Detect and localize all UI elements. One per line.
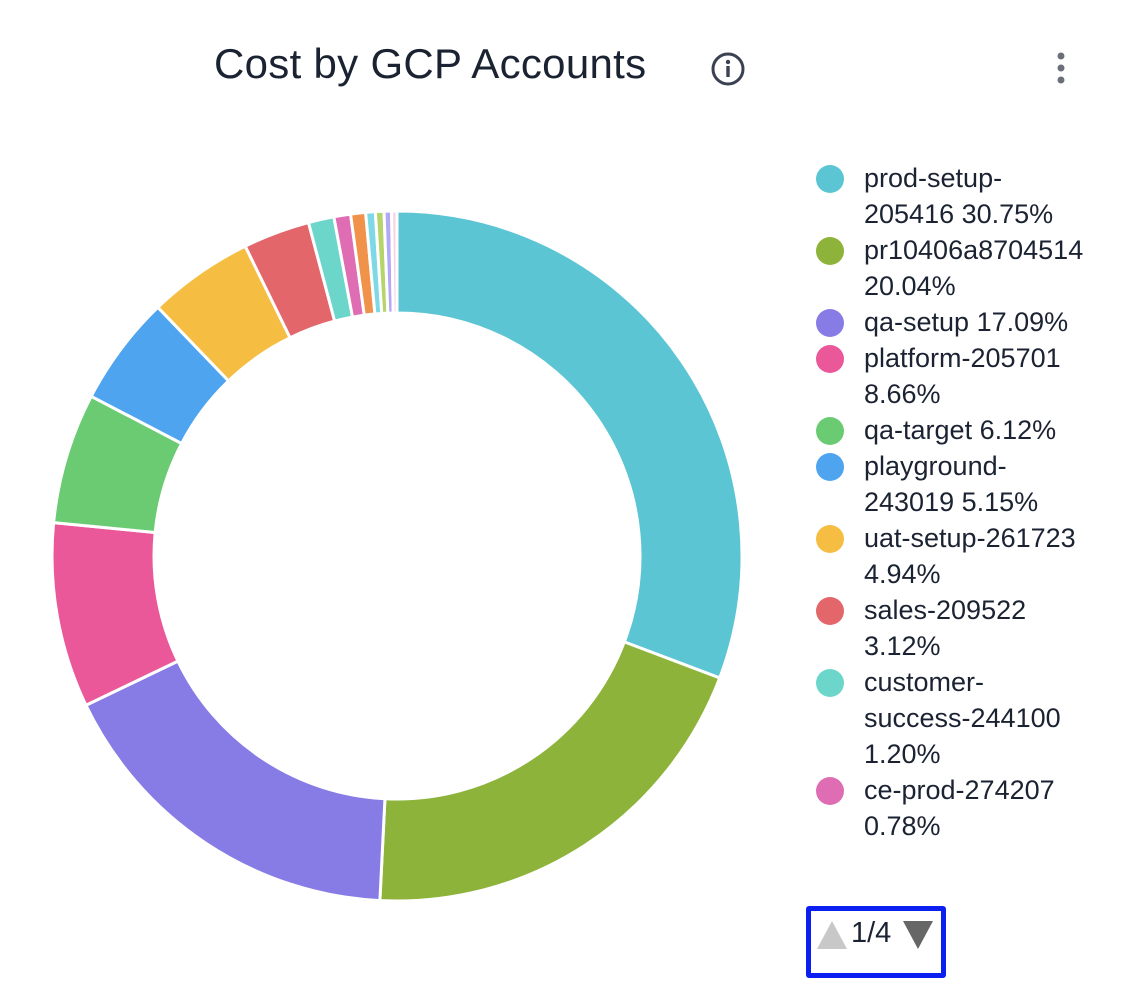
legend-item[interactable]: qa-target 6.12% xyxy=(812,412,1090,448)
legend-item[interactable]: platform-​205701 8.66% xyxy=(812,340,1090,412)
legend-item[interactable]: ce-prod-​274207 0.78% xyxy=(812,772,1090,844)
legend-color-dot xyxy=(816,453,844,481)
legend-label: platform-​205701 8.66% xyxy=(864,343,1061,409)
legend-item[interactable]: playground-​243019 5.15% xyxy=(812,448,1090,520)
legend-label: customer-success-​244100 1.20% xyxy=(864,667,1061,769)
legend-color-dot xyxy=(816,777,844,805)
triangle-down-icon[interactable] xyxy=(903,921,933,949)
legend-item[interactable]: prod-setup-​205416 30.75% xyxy=(812,160,1090,232)
legend-color-dot xyxy=(816,417,844,445)
donut-slice[interactable] xyxy=(390,209,399,315)
legend: prod-setup-​205416 30.75% pr10406a8704514… xyxy=(812,160,1090,898)
legend-item[interactable]: qa-setup 17.09% xyxy=(812,304,1090,340)
legend-label: qa-setup 17.09% xyxy=(864,307,1069,337)
legend-label: prod-setup-​205416 30.75% xyxy=(864,163,1054,229)
donut-chart xyxy=(50,209,744,903)
legend-color-dot xyxy=(816,525,844,553)
legend-color-dot xyxy=(816,345,844,373)
legend-color-dot xyxy=(816,669,844,697)
legend-label: playground-​243019 5.15% xyxy=(864,451,1039,517)
legend-item[interactable]: customer-success-​244100 1.20% xyxy=(812,664,1090,772)
legend-label: sales-​209522 3.12% xyxy=(864,595,1027,661)
legend-pager: 1/4 xyxy=(806,906,946,978)
legend-color-dot xyxy=(816,597,844,625)
info-icon[interactable] xyxy=(711,52,745,86)
chart-title: Cost by GCP Accounts xyxy=(214,40,647,87)
legend-label: qa-target 6.12% xyxy=(864,415,1057,445)
legend-label: pr10406a8704514 20.04% xyxy=(864,235,1084,301)
page-indicator: 1/4 xyxy=(851,917,892,949)
legend-item[interactable]: uat-setup-​261723 4.94% xyxy=(812,520,1090,592)
legend-item[interactable]: pr10406a8704514 20.04% xyxy=(812,232,1090,304)
legend-label: uat-setup-​261723 4.94% xyxy=(864,523,1076,589)
donut-slice-pr10406a8704514[interactable] xyxy=(378,639,722,903)
donut-slice-prod-setup-205416[interactable] xyxy=(395,209,744,680)
legend-color-dot xyxy=(816,237,844,265)
legend-color-dot xyxy=(816,165,844,193)
legend-color-dot xyxy=(816,309,844,337)
legend-item[interactable]: sales-​209522 3.12% xyxy=(812,592,1090,664)
donut-slice-qa-setup[interactable] xyxy=(83,659,387,903)
triangle-up-icon[interactable] xyxy=(817,921,847,949)
more-options-icon[interactable] xyxy=(1050,50,1072,86)
legend-label: ce-prod-​274207 0.78% xyxy=(864,775,1055,841)
